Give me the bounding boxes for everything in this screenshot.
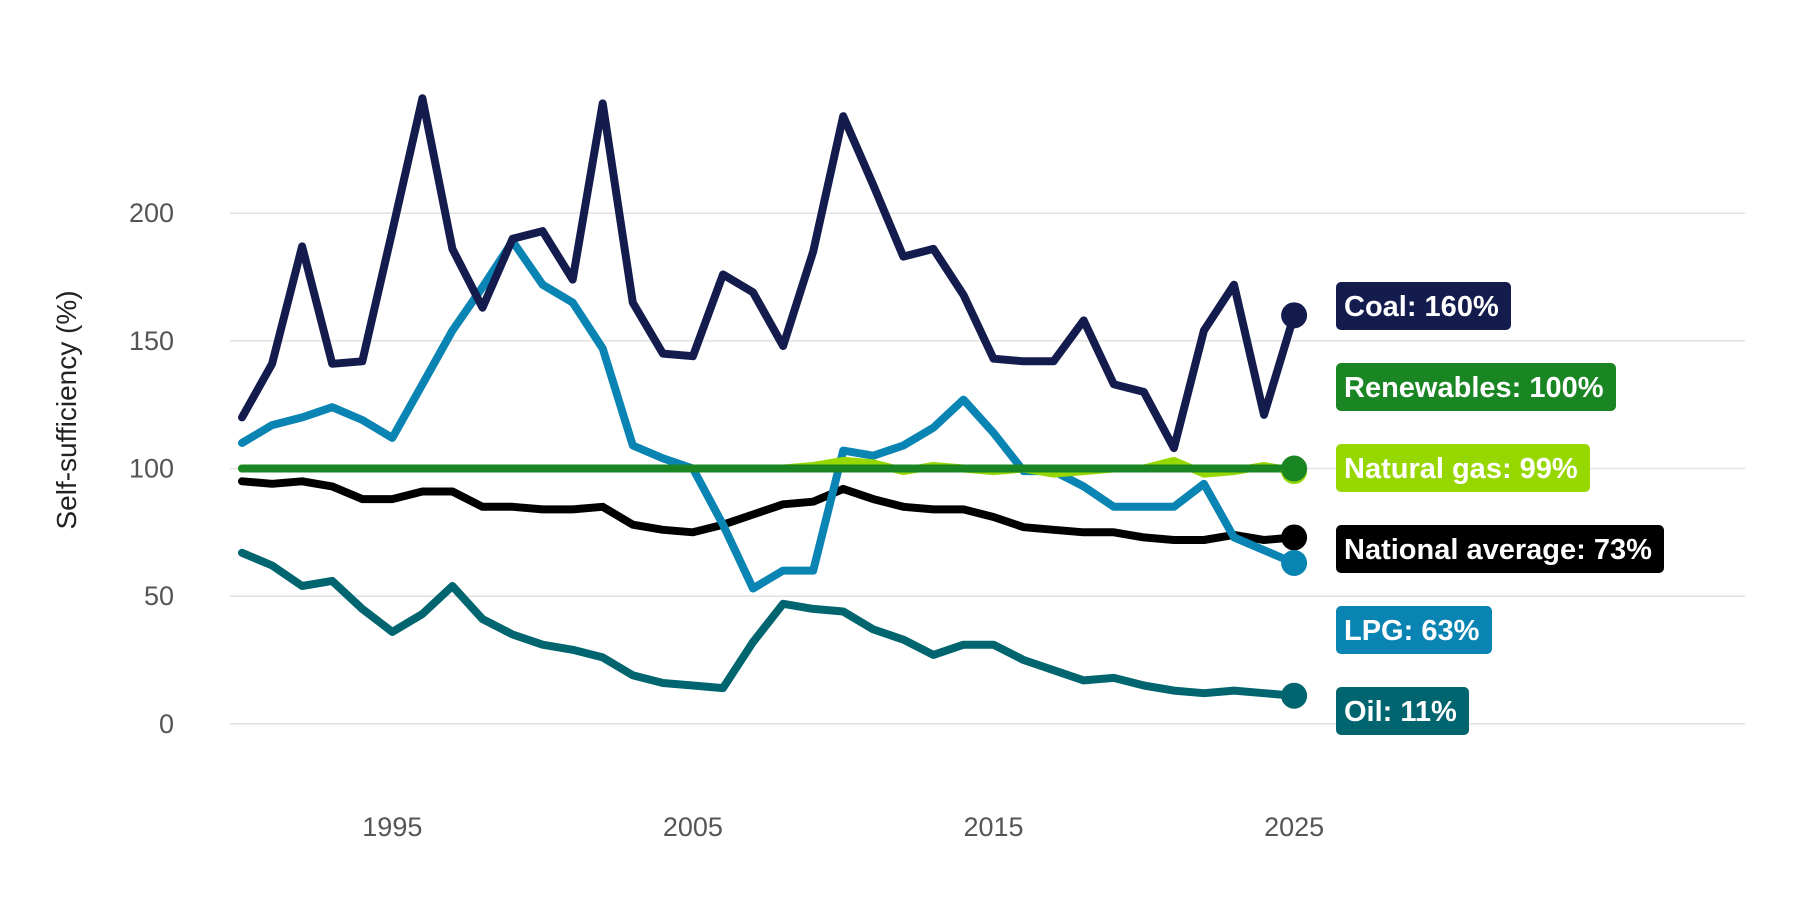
end-label-text-national-average: National average: 73%: [1344, 534, 1652, 566]
x-tick-label-2015: 2015: [963, 812, 1023, 842]
end-label-national-average: National average: 73%: [1336, 525, 1664, 573]
end-label-text-renewables: Renewables: 100%: [1344, 372, 1604, 404]
series-lines: [238, 94, 1299, 700]
x-tick-label-2025: 2025: [1264, 812, 1324, 842]
end-point-national-average: [1281, 524, 1308, 551]
end-label-badge-lpg: [1336, 606, 1492, 654]
y-axis-title: Self-sufficiency (%): [51, 290, 82, 529]
series-line-coal: [238, 94, 1299, 453]
end-label-badge-renewables: [1336, 363, 1616, 411]
x-axis-ticks: 1995 2005 2015 2025: [362, 812, 1324, 842]
end-label-coal: Coal: 160%: [1336, 282, 1511, 330]
y-tick-label-150: 150: [129, 326, 174, 356]
y-tick-label-200: 200: [129, 198, 174, 228]
end-label-oil: Oil: 11%: [1336, 687, 1469, 735]
y-axis-ticks: 0 50 100 150 200: [129, 198, 174, 739]
end-label-badge-natural-gas: [1336, 444, 1590, 492]
y-tick-label-100: 100: [129, 454, 174, 484]
series-line-national-average: [238, 477, 1299, 544]
end-point-oil: [1281, 682, 1308, 709]
series-end-labels: Coal: 160% Renewables: 100% Natural gas: 9…: [1336, 282, 1664, 735]
end-point-lpg: [1281, 549, 1308, 576]
end-label-badge-oil: [1336, 687, 1469, 735]
end-point-coal: [1281, 302, 1308, 329]
end-label-renewables: Renewables: 100%: [1336, 363, 1616, 411]
end-label-badge-national-average: [1336, 525, 1664, 573]
end-label-natural-gas: Natural gas: 99%: [1336, 444, 1590, 492]
end-label-text-natural-gas: Natural gas: 99%: [1344, 453, 1578, 485]
y-tick-label-0: 0: [159, 709, 174, 739]
x-tick-label-2005: 2005: [663, 812, 723, 842]
series-line-lpg: [238, 237, 1299, 593]
end-label-badge-coal: [1336, 282, 1511, 330]
end-label-text-lpg: LPG: 63%: [1344, 615, 1480, 647]
end-label-text-coal: Coal: 160%: [1344, 291, 1499, 323]
series-end-points: [1281, 302, 1308, 709]
series-line-oil: [238, 548, 1299, 700]
end-label-lpg: LPG: 63%: [1336, 606, 1492, 654]
end-point-renewables: [1281, 455, 1308, 482]
x-tick-label-1995: 1995: [362, 812, 422, 842]
end-label-text-oil: Oil: 11%: [1344, 696, 1457, 728]
y-tick-label-50: 50: [144, 581, 174, 611]
